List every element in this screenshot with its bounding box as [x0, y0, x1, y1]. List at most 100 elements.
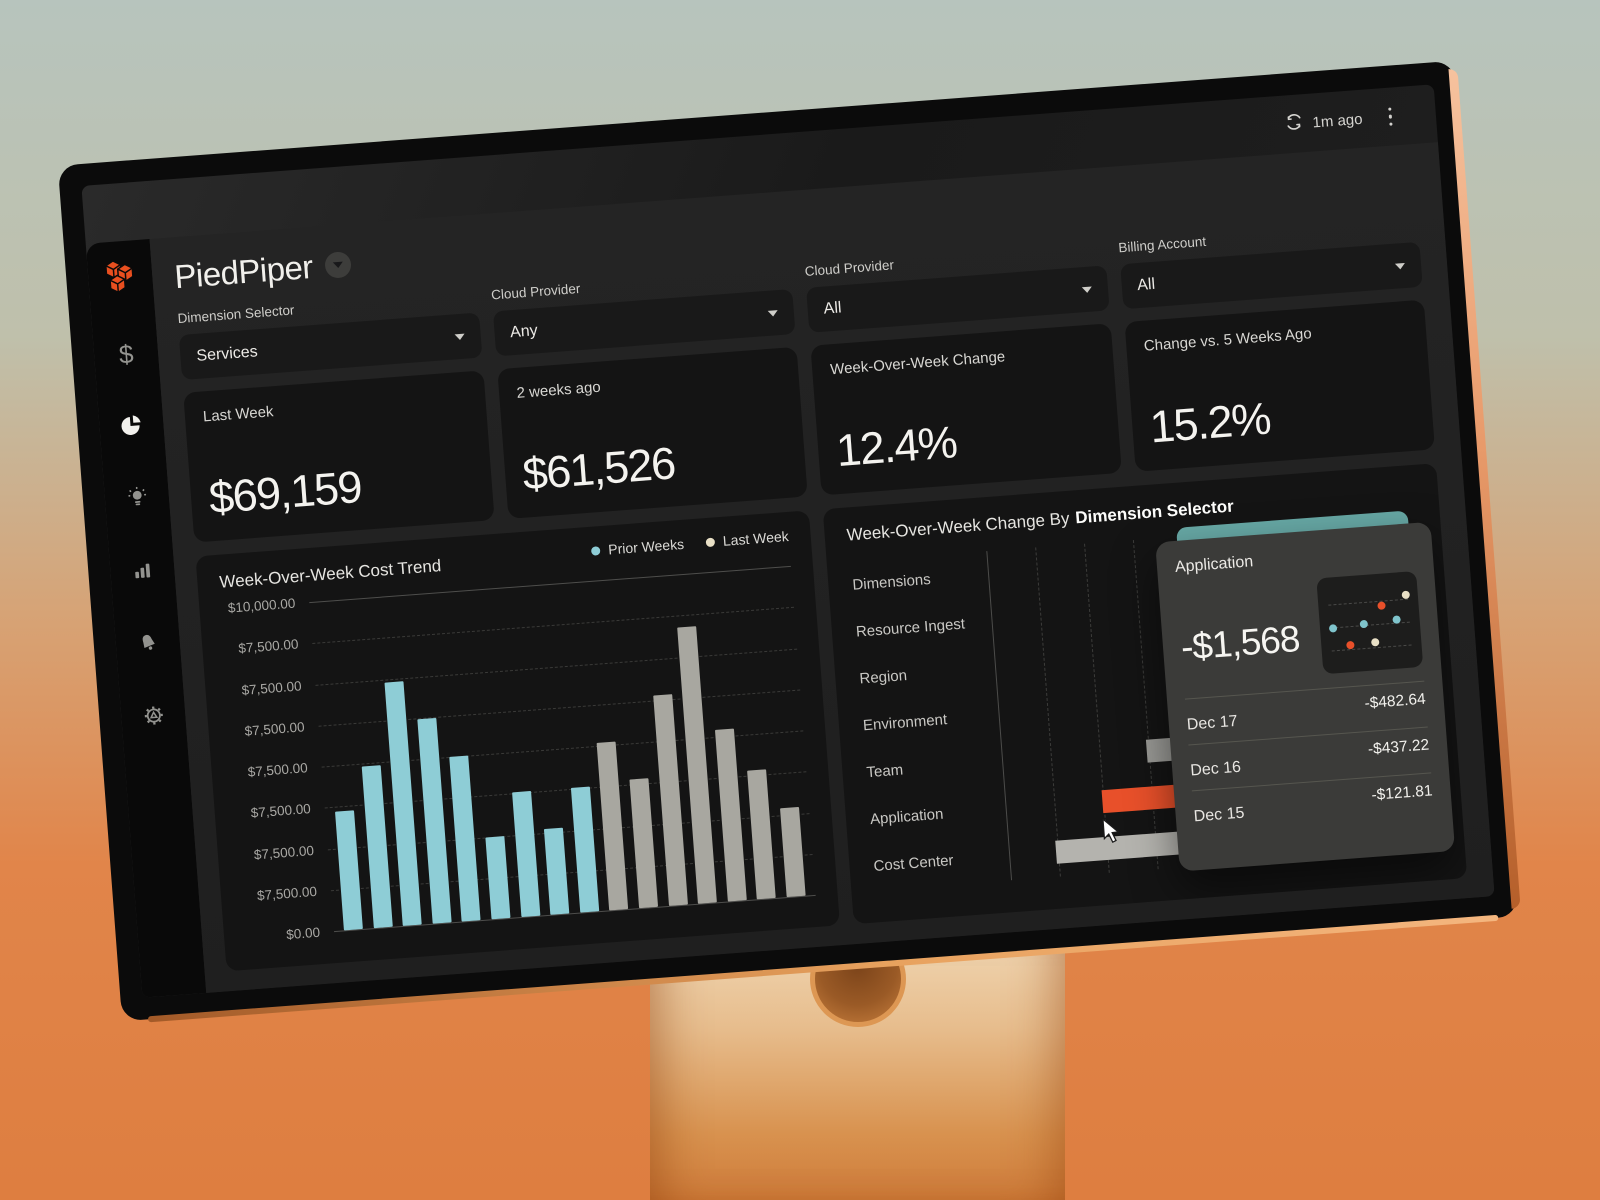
filter-dimension-selector: Dimension Selector Services: [177, 289, 482, 380]
chevron-down-icon: [332, 261, 343, 269]
kpi-card-wow-change: Week-Over-Week Change 12.4%: [810, 323, 1122, 496]
chevron-down-icon: [767, 309, 779, 317]
dimension-row-label: Environment: [862, 711, 948, 735]
y-axis-tick-label: $0.00: [285, 924, 321, 943]
y-axis-tick-label: $7,500.00: [250, 801, 312, 821]
refresh-button[interactable]: 1m ago: [1285, 107, 1364, 136]
gear-icon: [141, 703, 166, 733]
y-axis-tick-label: $7,500.00: [244, 719, 306, 739]
tooltip-row-date: Dec 15: [1193, 804, 1246, 826]
topbar: 1m ago: [81, 84, 1438, 244]
tooltip-row-value: -$482.64: [1363, 690, 1427, 713]
dimension-row-label: Dimensions: [851, 570, 932, 594]
dimension-row-label: Team: [865, 761, 904, 782]
tooltip-card: Application -$1,568 Dec 17 -$482.64: [1155, 521, 1456, 872]
trend-bar-prior-weeks[interactable]: [544, 827, 570, 915]
sparkline-gridline: [1328, 598, 1409, 606]
cloud-provider-dropdown[interactable]: Any: [492, 288, 796, 357]
y-axis-tick-label: $10,000.00: [227, 595, 296, 616]
sidebar: $: [85, 239, 207, 998]
cost-trend-panel: Week-Over-Week Cost Trend Prior Weeks La…: [195, 510, 840, 972]
y-axis-tick-label: $7,500.00: [247, 760, 309, 780]
bell-icon: [135, 630, 160, 660]
billing-account-dropdown[interactable]: All: [1119, 241, 1423, 310]
kpi-value: 15.2%: [1148, 392, 1272, 453]
kpi-card-last-week: Last Week $69,159: [183, 370, 495, 543]
trend-bar-prior-weeks[interactable]: [449, 755, 481, 922]
trend-bar-last-week[interactable]: [629, 778, 658, 909]
y-axis-tick-label: $7,500.00: [253, 842, 315, 862]
screen: 1m ago: [81, 84, 1495, 998]
kpi-value: 12.4%: [834, 416, 959, 477]
last-refresh-label: 1m ago: [1311, 110, 1364, 131]
selected-value: All: [1136, 275, 1156, 294]
legend-label: Prior Weeks: [607, 535, 685, 558]
trend-bar-prior-weeks[interactable]: [361, 765, 393, 929]
sparkline-dot: [1377, 601, 1386, 610]
kpi-label: Week-Over-Week Change: [829, 348, 1006, 379]
trend-bar-prior-weeks[interactable]: [417, 718, 452, 924]
selected-value: All: [823, 298, 843, 318]
cost-trend-chart: $10,000.00 $7,500.00 $7,500.00 $7,500.00 $7,…: [221, 565, 816, 942]
trend-bar-last-week[interactable]: [652, 693, 688, 906]
chevron-down-icon: [1394, 262, 1406, 270]
trend-bar-prior-weeks[interactable]: [511, 790, 540, 918]
sidebar-item-insights[interactable]: [116, 478, 159, 521]
hover-tooltip: Application -$1,568 Dec 17 -$482.64: [1155, 510, 1456, 872]
more-options-kebab-icon[interactable]: [1381, 103, 1398, 131]
chevron-down-icon: [1081, 286, 1092, 293]
app-body: $: [85, 142, 1495, 998]
trend-bar-prior-weeks[interactable]: [570, 786, 599, 913]
legend-last-week: Last Week: [705, 528, 789, 550]
kpi-label: Last Week: [202, 403, 275, 426]
trend-bar-prior-weeks[interactable]: [485, 835, 511, 920]
legend-prior-weeks: Prior Weeks: [590, 535, 685, 559]
tooltip-row-value: -$437.22: [1367, 736, 1430, 759]
monitor: 1m ago: [57, 60, 1521, 1023]
y-axis-tick-label: $7,500.00: [241, 677, 303, 698]
mouse-cursor: [1102, 817, 1120, 844]
legend-label: Last Week: [722, 527, 790, 549]
sparkline-dot: [1359, 619, 1369, 629]
sidebar-item-settings[interactable]: [132, 697, 175, 740]
trend-bar-last-week[interactable]: [779, 806, 806, 898]
trend-bar-prior-weeks[interactable]: [335, 810, 363, 931]
chevron-down-icon: [454, 333, 465, 340]
change-by-dimension-panel: Week-Over-Week Change By Dimension Select…: [822, 463, 1468, 925]
filter-cloud-provider-2: Cloud Provider All: [804, 241, 1110, 333]
charts-row: Week-Over-Week Cost Trend Prior Weeks La…: [195, 463, 1468, 972]
trend-bar-prior-weeks[interactable]: [384, 681, 422, 926]
workspace-switcher-button[interactable]: [323, 251, 352, 279]
dollar-icon: $: [117, 338, 135, 370]
dimension-row-label: Region: [858, 666, 908, 688]
sidebar-item-costs[interactable]: $: [105, 333, 148, 376]
legend: Prior Weeks Last Week: [590, 528, 789, 559]
trend-bar-last-week[interactable]: [714, 729, 747, 902]
kpi-label: 2 weeks ago: [516, 378, 602, 402]
sparkline-dot: [1370, 638, 1380, 647]
cloud-provider-dropdown-2[interactable]: All: [806, 265, 1110, 333]
tooltip-row-value: -$121.81: [1370, 782, 1434, 804]
y-axis-tick-label: $7,500.00: [256, 883, 318, 904]
gridline: [1035, 547, 1061, 877]
sidebar-item-alerts[interactable]: [127, 624, 170, 667]
dimension-row-label: Application: [869, 805, 944, 829]
tooltip-rows: Dec 17 -$482.64 Dec 16 -$437.22 Dec 15: [1184, 680, 1435, 837]
trend-bar-last-week[interactable]: [596, 741, 629, 911]
piedpiper-logo-icon[interactable]: [100, 256, 141, 302]
sidebar-item-usage-active[interactable]: [110, 405, 153, 448]
sparkline-dot: [1401, 590, 1411, 600]
filter-cloud-provider-1: Cloud Provider Any: [491, 265, 796, 357]
legend-dot: [705, 536, 716, 547]
filter-billing-account: Billing Account All: [1118, 218, 1423, 310]
selected-value: Services: [195, 342, 259, 365]
sparkline-dot: [1328, 623, 1338, 633]
sidebar-item-reports[interactable]: [121, 551, 164, 594]
axis-line: [986, 551, 1013, 881]
kpi-card-two-weeks-ago: 2 weeks ago $61,526: [496, 346, 808, 519]
kpi-value: $69,159: [207, 460, 363, 524]
dimension-selector-dropdown[interactable]: Services: [178, 312, 482, 380]
cost-trend-title: Week-Over-Week Cost Trend: [218, 556, 442, 592]
trend-bar-last-week[interactable]: [747, 769, 777, 900]
change-by-title-suffix: Dimension Selector: [1074, 496, 1235, 528]
